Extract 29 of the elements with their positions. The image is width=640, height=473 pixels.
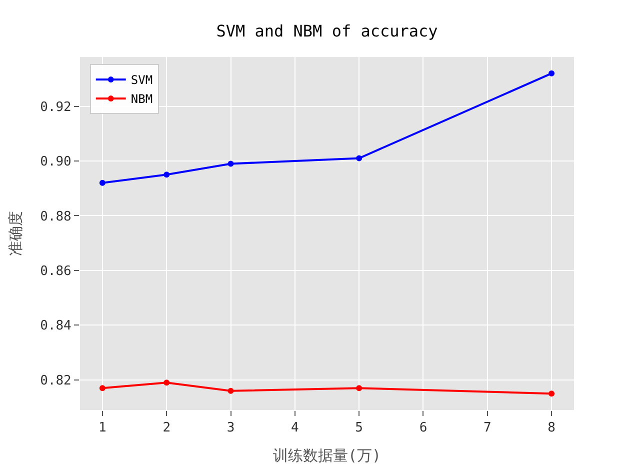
y-tick-label: 0.84	[40, 318, 72, 334]
point	[548, 70, 555, 76]
y-tick-label: 0.86	[40, 264, 72, 279]
chart-title: SVM and NBM of accuracy	[216, 21, 438, 40]
point	[228, 160, 234, 167]
point	[164, 380, 170, 386]
point	[99, 180, 106, 186]
y-tick-label: 0.82	[40, 373, 72, 388]
point	[356, 385, 362, 392]
point	[164, 172, 170, 178]
legend-label: NBM	[130, 92, 153, 106]
y-tick-label: 0.90	[40, 154, 72, 170]
point	[228, 388, 234, 394]
x-tick-label: 5	[355, 420, 363, 436]
x-tick-label: 7	[483, 420, 492, 436]
point	[548, 390, 555, 397]
point	[99, 385, 106, 392]
point	[356, 155, 362, 162]
x-tick-label: 8	[548, 420, 556, 436]
x-tick-label: 3	[226, 420, 235, 436]
y-tick-label: 0.92	[40, 100, 72, 115]
x-tick-label: 4	[291, 420, 300, 436]
x-tick-label: 1	[98, 420, 106, 436]
x-axis-title: 训练数据量(万)	[272, 446, 382, 465]
y-tick-label: 0.88	[40, 209, 72, 224]
x-tick-label: 2	[162, 420, 171, 436]
x-tick-label: 6	[419, 420, 428, 436]
y-axis-title: 准确度	[6, 211, 24, 256]
legend-label: SVM	[130, 73, 153, 88]
